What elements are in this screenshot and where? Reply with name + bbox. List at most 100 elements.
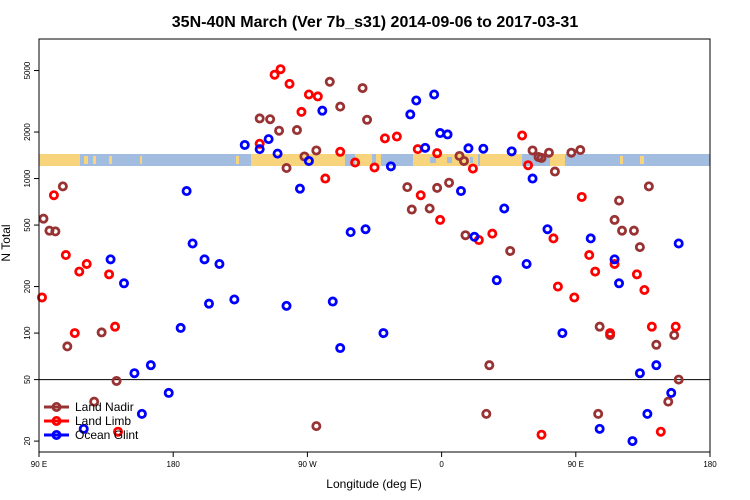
data-point <box>631 269 642 280</box>
data-point <box>655 426 666 437</box>
data-point <box>265 114 276 125</box>
data-point <box>634 242 645 253</box>
y-axis-label: N Total <box>0 224 13 261</box>
data-point <box>254 113 265 124</box>
data-point <box>642 408 653 419</box>
data-point <box>311 145 322 156</box>
data-point <box>487 228 498 239</box>
data-point <box>646 321 657 332</box>
legend-label: Ocean Glint <box>75 428 139 442</box>
data-point <box>420 142 431 153</box>
data-point <box>294 183 305 194</box>
data-point <box>458 155 469 166</box>
data-point <box>415 190 426 201</box>
legend-item-land-nadir: Land Nadir <box>44 400 134 414</box>
data-point <box>36 292 47 303</box>
data-point <box>442 129 453 140</box>
data-point <box>491 275 502 286</box>
data-point <box>651 339 662 350</box>
legend-item-land-limb: Land Limb <box>44 414 131 428</box>
inland-water <box>430 157 436 163</box>
data-point <box>229 294 240 305</box>
data-point <box>590 266 601 277</box>
data-point <box>566 147 577 158</box>
data-point <box>455 186 466 197</box>
data-point <box>89 396 100 407</box>
data-point <box>324 76 335 87</box>
data-point <box>239 139 250 150</box>
data-point <box>118 278 129 289</box>
data-point <box>576 191 587 202</box>
data-point <box>469 231 480 242</box>
data-point <box>113 426 124 437</box>
data-point <box>335 101 346 112</box>
x-tick-label: 90 E <box>31 460 47 469</box>
data-point <box>74 266 85 277</box>
data-point <box>609 214 620 225</box>
data-point <box>536 152 547 163</box>
legend-label: Land Nadir <box>75 400 134 414</box>
data-point <box>378 328 389 339</box>
data-point <box>254 144 265 155</box>
data-point <box>523 160 534 171</box>
data-point <box>406 204 417 215</box>
data-point <box>317 105 328 116</box>
data-point <box>96 327 107 338</box>
data-point <box>614 195 625 206</box>
data-point <box>527 173 538 184</box>
data-point <box>181 186 192 197</box>
series-ocean-glint <box>78 89 684 447</box>
data-point <box>673 374 684 385</box>
data-point <box>594 423 605 434</box>
data-point <box>527 145 538 156</box>
data-point <box>536 429 547 440</box>
y-tick-label: 5000 <box>23 61 32 79</box>
data-point <box>435 214 446 225</box>
series-land-limb <box>36 64 681 440</box>
y-axis: 20 50 100 200 500 1000 2000 5000 <box>23 61 39 446</box>
data-point <box>110 321 121 332</box>
y-tick-label: 20 <box>23 436 32 445</box>
data-point <box>614 278 625 289</box>
data-point <box>57 181 68 192</box>
data-point <box>463 143 474 154</box>
land-segment <box>251 154 345 166</box>
data-point <box>460 230 471 241</box>
data-point <box>360 224 371 235</box>
data-point <box>105 254 116 265</box>
data-point <box>357 83 368 94</box>
data-point <box>78 423 89 434</box>
x-axis: 90 E 180 90 W 0 90 E 180 <box>31 452 717 469</box>
data-point <box>402 182 413 193</box>
data-point <box>499 203 510 214</box>
data-point <box>327 296 338 307</box>
x-tick-label: 0 <box>439 460 444 469</box>
inland-water <box>447 157 452 163</box>
inland-water <box>634 157 637 163</box>
data-point <box>263 134 274 145</box>
data-point <box>291 125 302 136</box>
data-point <box>281 163 292 174</box>
data-point <box>670 321 681 332</box>
data-point <box>651 360 662 371</box>
data-point <box>634 368 645 379</box>
data-point <box>673 238 684 249</box>
data-point <box>467 163 478 174</box>
data-point <box>557 328 568 339</box>
data-point <box>369 162 380 173</box>
land-segment <box>376 154 381 166</box>
data-point <box>484 360 495 371</box>
data-point <box>609 254 620 265</box>
data-point <box>350 157 361 168</box>
x-tick-label: 90 E <box>568 460 584 469</box>
data-point <box>429 89 440 100</box>
data-point <box>593 408 604 419</box>
data-point <box>506 146 517 157</box>
data-point <box>69 328 80 339</box>
data-point <box>552 281 563 292</box>
data-point <box>48 190 59 201</box>
land-island <box>93 156 96 164</box>
data-point <box>542 224 553 235</box>
